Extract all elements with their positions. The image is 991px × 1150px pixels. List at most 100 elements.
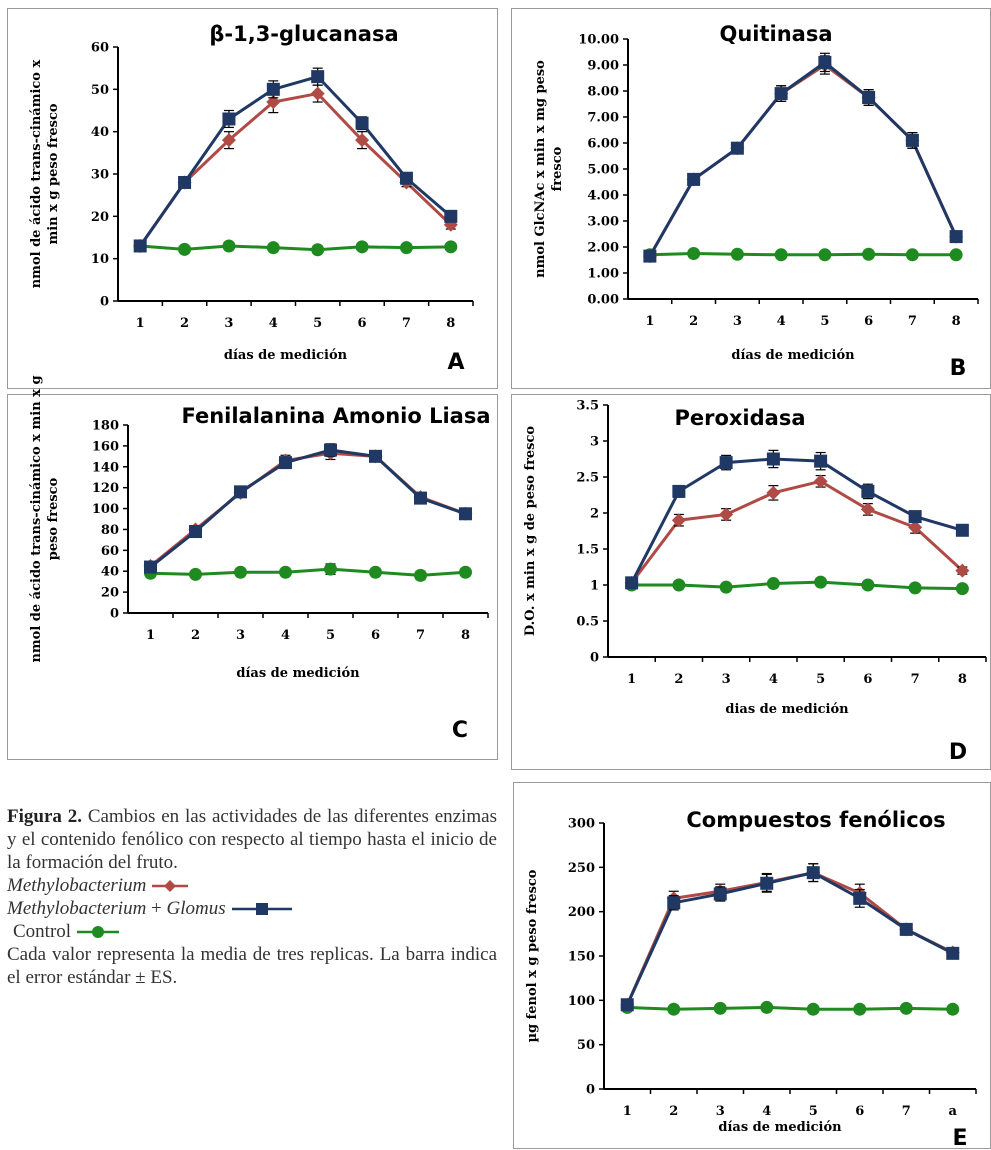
chart-d-ytick-label: 2.5 bbox=[576, 471, 599, 486]
chart-c-ytick-label: 120 bbox=[92, 481, 119, 496]
chart-e-point-control bbox=[853, 1002, 867, 1016]
chart-d-point-methylo-glomus bbox=[672, 484, 686, 498]
chart-c-xlabel: días de medición bbox=[236, 666, 360, 681]
chart-b-ytick-label: 8.00 bbox=[587, 85, 619, 100]
chart-a-point-methylo-glomus bbox=[133, 239, 147, 253]
legend-control: Control bbox=[7, 920, 497, 943]
chart-c-point-methylo-glomus bbox=[324, 443, 337, 457]
chart-d-point-methylo bbox=[719, 507, 734, 522]
chart-b-series-control-line bbox=[649, 251, 957, 257]
chart-c-xtick-label: 2 bbox=[191, 628, 200, 643]
chart-a-ytick-label: 0 bbox=[100, 295, 109, 310]
chart-a-point-methylo-glomus bbox=[266, 82, 280, 96]
chart-e-point-control bbox=[713, 1001, 727, 1015]
chart-b-point-methylo-glomus bbox=[730, 141, 744, 155]
chart-e-xtick-label: 6 bbox=[855, 1104, 864, 1119]
chart-c-point-methylo-glomus bbox=[459, 507, 472, 521]
chart-c-point-methylo-glomus bbox=[369, 449, 382, 463]
chart-c-xtick-label: 1 bbox=[146, 628, 155, 643]
chart-panel-e: Compuestos fenólicos 0 50 100 150 200 250 300 1 2… bbox=[513, 782, 991, 1150]
chart-e-xtick-label: 1 bbox=[623, 1104, 632, 1119]
chart-c-point-control bbox=[369, 565, 382, 579]
chart-d-point-control bbox=[814, 575, 828, 589]
chart-a-ylabel-line: min x g peso fresco bbox=[46, 103, 61, 244]
chart-a-point-control bbox=[222, 239, 236, 253]
chart-b-point-methylo-glomus bbox=[862, 91, 876, 104]
chart-d-point-methylo bbox=[671, 513, 686, 528]
chart-c-point-methylo-glomus bbox=[234, 485, 247, 499]
chart-a-ylabel: nmol de ácido trans-cinámico x min x g pe… bbox=[29, 59, 61, 288]
chart-c-xtick-label: 3 bbox=[236, 628, 245, 643]
chart-b-point-control bbox=[949, 248, 963, 262]
chart-c-xtick-label: 7 bbox=[416, 628, 425, 643]
chart-a-point-methylo-glomus bbox=[355, 116, 369, 130]
chart-e-series-methylo-glomus-line bbox=[625, 871, 954, 1006]
chart-a-point-methylo bbox=[355, 133, 370, 148]
chart-a-xtick-label: 6 bbox=[358, 316, 367, 331]
chart-e-ytick-label: 250 bbox=[568, 861, 595, 876]
chart-d-point-methylo-glomus bbox=[766, 452, 780, 466]
legend-methylo-glomus-label-2: Glomus bbox=[166, 898, 226, 919]
chart-b-xtick-label: 5 bbox=[820, 314, 829, 329]
chart-e-point-methylo-glomus bbox=[806, 866, 820, 880]
chart-d-point-control bbox=[672, 578, 686, 592]
chart-a-ytick-label: 60 bbox=[91, 41, 109, 56]
chart-e-point-control bbox=[806, 1002, 820, 1016]
chart-c-ylabel: nmol de ácido trans-cinámico x min x g pe… bbox=[29, 375, 61, 662]
chart-c-series-control-line bbox=[150, 567, 466, 577]
chart-b-panel-letter: B bbox=[950, 356, 967, 381]
chart-a-point-methylo bbox=[221, 133, 236, 148]
chart-a-ytick-label: 10 bbox=[91, 252, 109, 267]
chart-e-xtick-label: 7 bbox=[902, 1104, 911, 1119]
chart-a-point-control bbox=[311, 243, 325, 257]
legend-methylo: Methylobacterium bbox=[7, 874, 497, 897]
chart-c-ytick-label: 80 bbox=[101, 523, 119, 538]
chart-a-xtick-label: 5 bbox=[313, 316, 322, 331]
chart-b-ylabel-line: fresco bbox=[550, 146, 565, 191]
chart-b-ytick-label: 10.00 bbox=[578, 33, 619, 48]
chart-e: Compuestos fenólicos 0 50 100 150 200 250 300 1 2… bbox=[525, 808, 977, 1150]
chart-e-panel-letter: E bbox=[952, 1126, 967, 1150]
chart-a-point-methylo-glomus bbox=[311, 70, 325, 84]
chart-d-xtick-label: 3 bbox=[722, 672, 731, 687]
chart-b-point-control bbox=[862, 247, 876, 261]
chart-d-point-methylo-glomus bbox=[908, 510, 922, 524]
chart-panel-b: Quitinasa 0.00 1.00 2.00 3.00 4.00 5.00 6.00 7.0… bbox=[511, 8, 991, 389]
chart-d-point-control bbox=[861, 578, 875, 592]
chart-b-xtick-label: 2 bbox=[689, 314, 698, 329]
chart-d-series-methylo-glomus-line bbox=[630, 457, 963, 584]
chart-c-ytick-label: 140 bbox=[92, 460, 119, 475]
chart-c-xtick-label: 4 bbox=[281, 628, 290, 643]
chart-b-xtick-label: 3 bbox=[733, 314, 742, 329]
chart-b-ytick-label: 2.00 bbox=[587, 241, 619, 256]
chart-c-ylabel-line: nmol de ácido trans-cinámico x min x g bbox=[29, 375, 44, 662]
chart-c-ytick-label: 40 bbox=[101, 565, 119, 580]
chart-e-ytick-label: 100 bbox=[568, 994, 595, 1009]
chart-b-ylabel: nmol GlcNAc x min x mg peso fresco bbox=[533, 60, 565, 278]
chart-e-point-methylo-glomus bbox=[899, 922, 913, 936]
chart-a-xlabel: días de medición bbox=[224, 348, 348, 363]
chart-b-point-methylo-glomus bbox=[687, 172, 701, 186]
chart-d-point-methylo bbox=[860, 502, 875, 517]
legend-plus: + bbox=[146, 898, 167, 919]
legend-control-swatch bbox=[77, 925, 120, 938]
chart-e-ytick-label: 50 bbox=[577, 1038, 595, 1053]
chart-c-series-methylo-line bbox=[149, 451, 467, 568]
chart-b-point-control bbox=[818, 248, 832, 262]
chart-a-ytick-label: 40 bbox=[91, 125, 109, 140]
chart-a-point-control bbox=[355, 240, 369, 254]
chart-d-xtick-label: 8 bbox=[958, 672, 967, 687]
chart-d-ytick-label: 3 bbox=[590, 435, 599, 450]
chart-a-ytick-label: 20 bbox=[91, 210, 109, 225]
chart-a-xtick-label: 2 bbox=[180, 316, 189, 331]
chart-d-ylabel-line: D.O. x min x g de peso fresco bbox=[523, 426, 538, 637]
chart-c-point-methylo-glomus bbox=[279, 456, 292, 470]
chart-a-series-control-line bbox=[140, 244, 451, 252]
chart-c: Fenilalanina Amonio Liasa 0 20 40 60 80 100 120… bbox=[29, 375, 491, 743]
chart-a-xtick-label: 4 bbox=[269, 316, 278, 331]
chart-e-point-methylo-glomus bbox=[946, 946, 960, 960]
chart-a-point-control bbox=[444, 240, 458, 254]
chart-e-title: Compuestos fenólicos bbox=[686, 808, 945, 832]
chart-b-ytick-label: 4.00 bbox=[587, 189, 619, 204]
chart-e-ytick-label: 200 bbox=[568, 905, 595, 920]
